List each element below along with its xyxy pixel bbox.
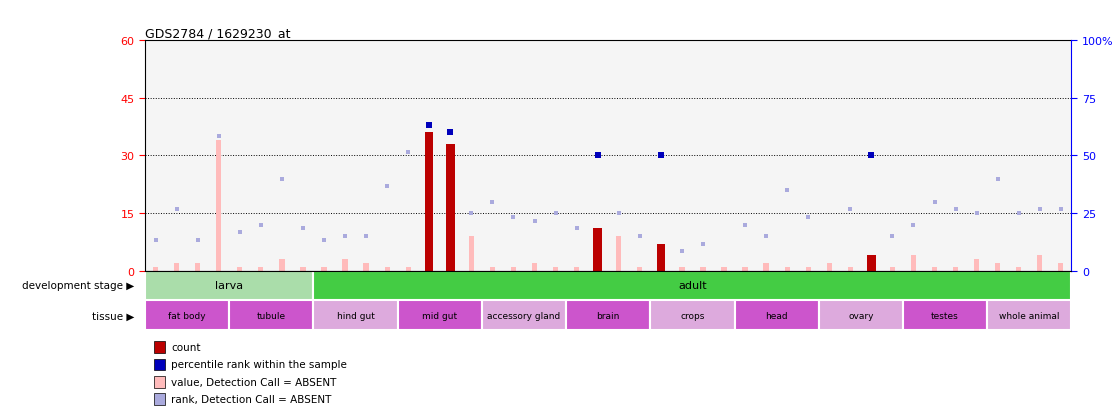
Text: whole animal: whole animal [999, 311, 1059, 320]
Text: rank, Detection Call = ABSENT: rank, Detection Call = ABSENT [171, 394, 331, 404]
Bar [314, 301, 397, 330]
Bar [145, 301, 229, 330]
Text: development stage ▶: development stage ▶ [21, 281, 134, 291]
Bar [742, 267, 748, 271]
Bar [651, 301, 734, 330]
Text: tissue ▶: tissue ▶ [92, 311, 134, 320]
Bar [988, 301, 1071, 330]
Bar [154, 342, 165, 353]
Bar [734, 301, 819, 330]
Text: fat body: fat body [169, 311, 206, 320]
Bar [238, 267, 242, 271]
Text: percentile rank within the sample: percentile rank within the sample [171, 360, 347, 370]
Bar [154, 376, 165, 388]
Text: crops: crops [681, 311, 704, 320]
Bar [154, 358, 165, 370]
Text: testes: testes [931, 311, 959, 320]
Bar [911, 256, 916, 271]
Bar [425, 133, 433, 271]
Bar [785, 267, 790, 271]
Bar [1037, 256, 1042, 271]
Bar [195, 263, 201, 271]
Text: accessory gland: accessory gland [488, 311, 560, 320]
Bar [174, 263, 180, 271]
Bar [594, 229, 602, 271]
Bar [343, 259, 348, 271]
Text: tubule: tubule [257, 311, 286, 320]
Bar [552, 267, 558, 271]
Bar [974, 259, 979, 271]
Text: ovary: ovary [848, 311, 874, 320]
Text: mid gut: mid gut [422, 311, 458, 320]
Bar [701, 267, 705, 271]
Text: GDS2784 / 1629230_at: GDS2784 / 1629230_at [145, 27, 290, 40]
Bar [566, 301, 651, 330]
Bar [995, 263, 1000, 271]
Bar [321, 267, 327, 271]
Bar [763, 263, 769, 271]
Bar [300, 267, 306, 271]
Bar [217, 141, 221, 271]
Bar [364, 263, 368, 271]
Bar [1016, 267, 1021, 271]
Bar [279, 259, 285, 271]
Bar [405, 267, 411, 271]
Text: hind gut: hind gut [337, 311, 375, 320]
Bar [680, 267, 684, 271]
Bar [889, 267, 895, 271]
Bar [397, 301, 482, 330]
Bar [827, 263, 831, 271]
Bar [656, 244, 665, 271]
Text: value, Detection Call = ABSENT: value, Detection Call = ABSENT [171, 377, 336, 387]
Bar [446, 145, 454, 271]
Bar [511, 267, 516, 271]
Bar [903, 301, 988, 330]
Bar [1058, 263, 1064, 271]
Bar [721, 267, 727, 271]
Text: count: count [171, 342, 201, 352]
Bar [314, 271, 1071, 301]
Text: larva: larva [215, 281, 243, 291]
Bar [258, 267, 263, 271]
Bar [490, 267, 496, 271]
Bar [806, 267, 811, 271]
Bar [385, 267, 389, 271]
Bar [848, 267, 853, 271]
Bar [532, 263, 537, 271]
Bar [637, 267, 643, 271]
Bar [482, 301, 566, 330]
Bar [154, 393, 165, 405]
Text: head: head [766, 311, 788, 320]
Bar [616, 237, 622, 271]
Bar [867, 256, 876, 271]
Bar [153, 267, 158, 271]
Bar [574, 267, 579, 271]
Bar [953, 267, 959, 271]
Text: brain: brain [597, 311, 619, 320]
Bar [145, 271, 314, 301]
Bar [229, 301, 314, 330]
Text: adult: adult [679, 281, 706, 291]
Bar [932, 267, 937, 271]
Bar [469, 237, 474, 271]
Bar [819, 301, 903, 330]
